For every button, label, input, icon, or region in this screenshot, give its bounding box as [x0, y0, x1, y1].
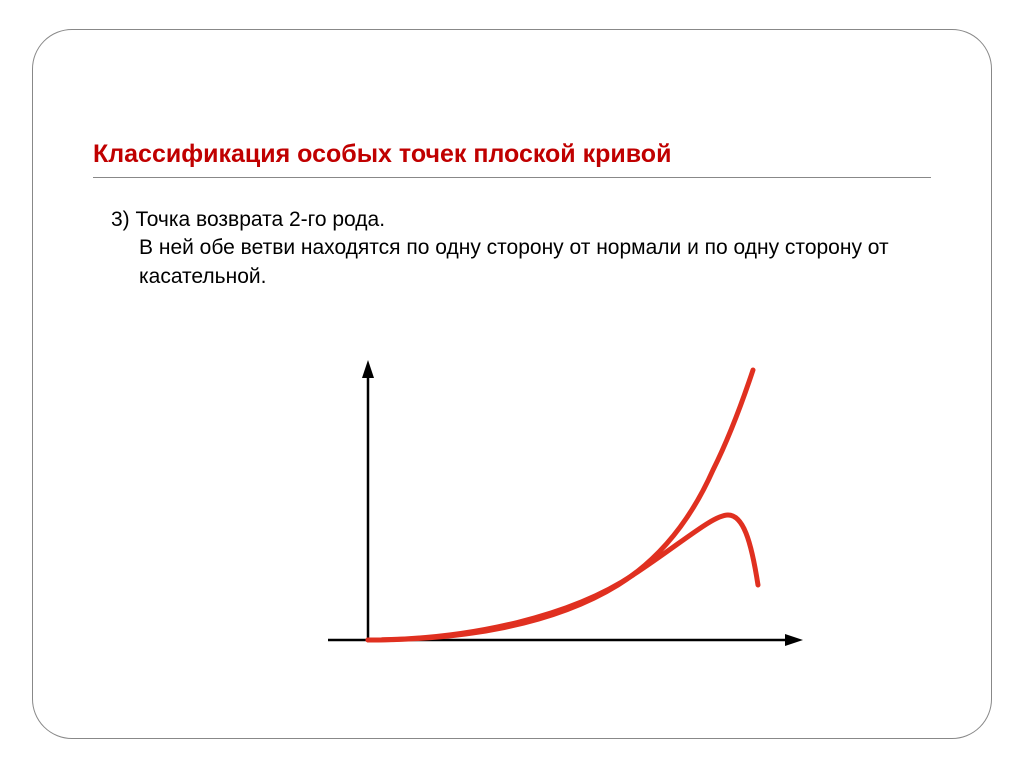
item-label: Точка возврата 2-го рода. [136, 208, 386, 231]
item-description: В ней обе ветви находятся по одну сторон… [111, 234, 931, 291]
slide-frame: Классификация особых точек плоской криво… [32, 29, 992, 739]
item-number: 3) [111, 208, 130, 231]
chart-svg [293, 360, 813, 680]
cusp-chart [293, 360, 813, 680]
title-underline [93, 177, 931, 178]
slide-title: Классификация особых точек плоской криво… [93, 140, 931, 169]
body-text: 3) Точка возврата 2-го рода. В ней обе в… [93, 206, 931, 291]
